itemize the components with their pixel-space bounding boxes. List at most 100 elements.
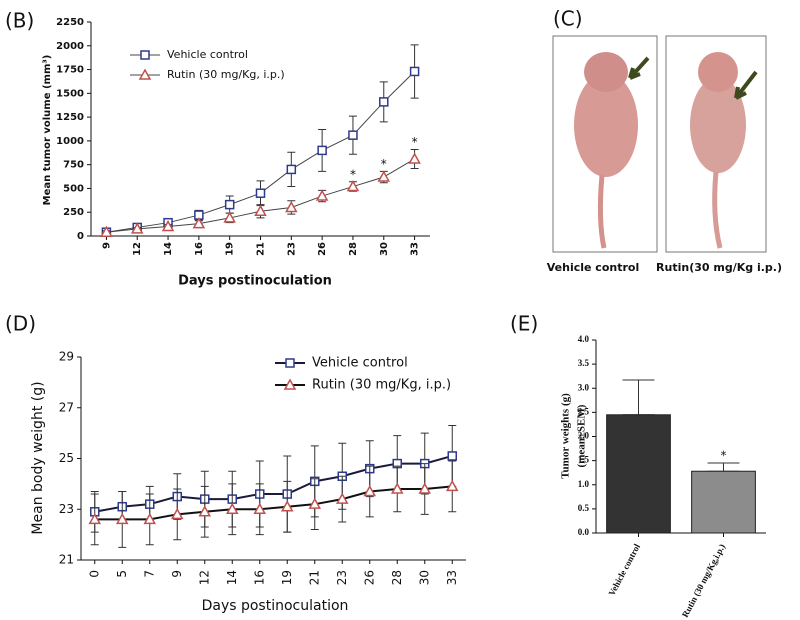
x-tick-label: 9	[101, 242, 112, 249]
marker	[445, 479, 459, 492]
x-tick-label: 30	[417, 570, 431, 585]
x-tick-label: 7	[142, 570, 156, 578]
marker	[280, 500, 294, 512]
y-tick-label: 1250	[56, 112, 84, 123]
x-tick-label: 21	[256, 242, 267, 256]
marker	[379, 97, 389, 107]
x-tick-label: Rutin (30 mg/Kg,i.p.)	[680, 542, 727, 619]
mouse-photos	[552, 35, 767, 253]
mouse-head	[698, 52, 738, 92]
x-tick-label: 33	[410, 242, 421, 256]
x-axis-label: Days postinoculation	[178, 274, 332, 289]
y-tick-label: 0.0	[578, 527, 590, 537]
x-tick-label: 14	[163, 242, 174, 256]
y-tick-label: 1750	[56, 65, 84, 76]
x-tick-label: 28	[390, 570, 404, 585]
mouse-head	[584, 52, 628, 92]
marker	[255, 188, 266, 198]
marker	[253, 502, 267, 514]
marker	[286, 164, 297, 175]
y-tick-label: 1.0	[578, 479, 590, 489]
x-tick-label: 0	[87, 570, 101, 578]
x-tick-label: 19	[225, 242, 236, 256]
marker	[88, 512, 102, 525]
arrow	[734, 70, 758, 100]
y-tick-label: 2250	[56, 17, 84, 28]
y-tick-label: 1000	[56, 136, 84, 147]
x-tick-label: 21	[307, 570, 321, 585]
x-tick-label: 16	[252, 570, 266, 585]
marker	[198, 505, 212, 517]
y-axis-label: (mean±SEM)	[576, 404, 588, 467]
significance-mark: *	[412, 135, 418, 149]
legend-marker	[283, 378, 297, 390]
y-tick-label: 2000	[56, 41, 84, 52]
marker	[390, 482, 404, 494]
y-tick-label: 500	[63, 183, 84, 194]
marker	[308, 497, 322, 509]
significance-mark: *	[721, 449, 727, 463]
marker	[254, 204, 267, 217]
x-tick-label: 5	[115, 570, 129, 578]
marker	[348, 130, 358, 140]
marker	[115, 512, 129, 525]
y-axis-label: Tumor weights (g)	[560, 393, 572, 479]
marker	[377, 170, 391, 182]
marker	[224, 199, 235, 210]
x-tick-label: 26	[317, 242, 328, 256]
y-tick-label: 0	[77, 231, 84, 242]
y-tick-label: 750	[63, 160, 84, 171]
marker	[143, 512, 157, 525]
marker	[335, 492, 349, 504]
marker	[408, 152, 421, 164]
marker	[409, 66, 420, 77]
photo-label: Rutin(30 mg/Kg i.p.)	[656, 261, 782, 274]
marker	[317, 145, 327, 156]
x-tick-label: 12	[132, 242, 143, 256]
legend-marker	[285, 358, 295, 368]
marker	[100, 225, 113, 237]
x-axis-label: Days postinoculation	[202, 598, 349, 614]
significance-mark: *	[381, 157, 387, 171]
mouse-tail	[712, 171, 723, 249]
y-tick-label: 2.5	[578, 406, 590, 416]
x-tick-label: 14	[225, 570, 239, 585]
y-tick-label: 1500	[56, 88, 84, 99]
marker	[130, 222, 144, 234]
marker	[170, 507, 184, 520]
marker	[346, 179, 360, 192]
x-tick-label: 23	[286, 242, 297, 256]
marker	[192, 217, 206, 229]
legend-label: Vehicle control	[312, 356, 408, 371]
y-tick-label: 4.0	[578, 334, 590, 344]
error-bar	[707, 462, 740, 472]
bar	[606, 414, 671, 534]
marker	[225, 502, 239, 514]
x-tick-label: 26	[362, 570, 376, 585]
marker	[447, 451, 457, 461]
y-tick-label: 0.5	[578, 503, 590, 513]
marker	[285, 200, 298, 213]
x-tick-label: 16	[194, 242, 205, 256]
x-tick-label: 28	[348, 242, 359, 256]
photo-label: Vehicle control	[547, 261, 639, 274]
series-line	[94, 485, 453, 521]
mouse-body	[690, 77, 746, 173]
error-bar	[622, 379, 655, 416]
x-tick-label: 33	[445, 570, 459, 585]
x-tick-label: 30	[379, 242, 390, 256]
marker	[363, 484, 377, 497]
y-axis-label: Mean tumor volume (mm³)	[42, 55, 53, 206]
x-tick-label: 23	[335, 570, 349, 585]
x-tick-label: 19	[280, 570, 294, 585]
marker	[315, 189, 329, 201]
y-tick-label: 25	[59, 451, 74, 465]
legend-label: Rutin (30 mg/Kg, i.p.)	[312, 378, 451, 393]
y-tick-label: 27	[59, 400, 74, 414]
x-tick-label: 12	[197, 570, 211, 585]
mouse-body	[574, 73, 638, 177]
y-tick-label: 21	[59, 553, 74, 567]
marker	[223, 211, 236, 223]
significance-mark: *	[350, 167, 356, 181]
